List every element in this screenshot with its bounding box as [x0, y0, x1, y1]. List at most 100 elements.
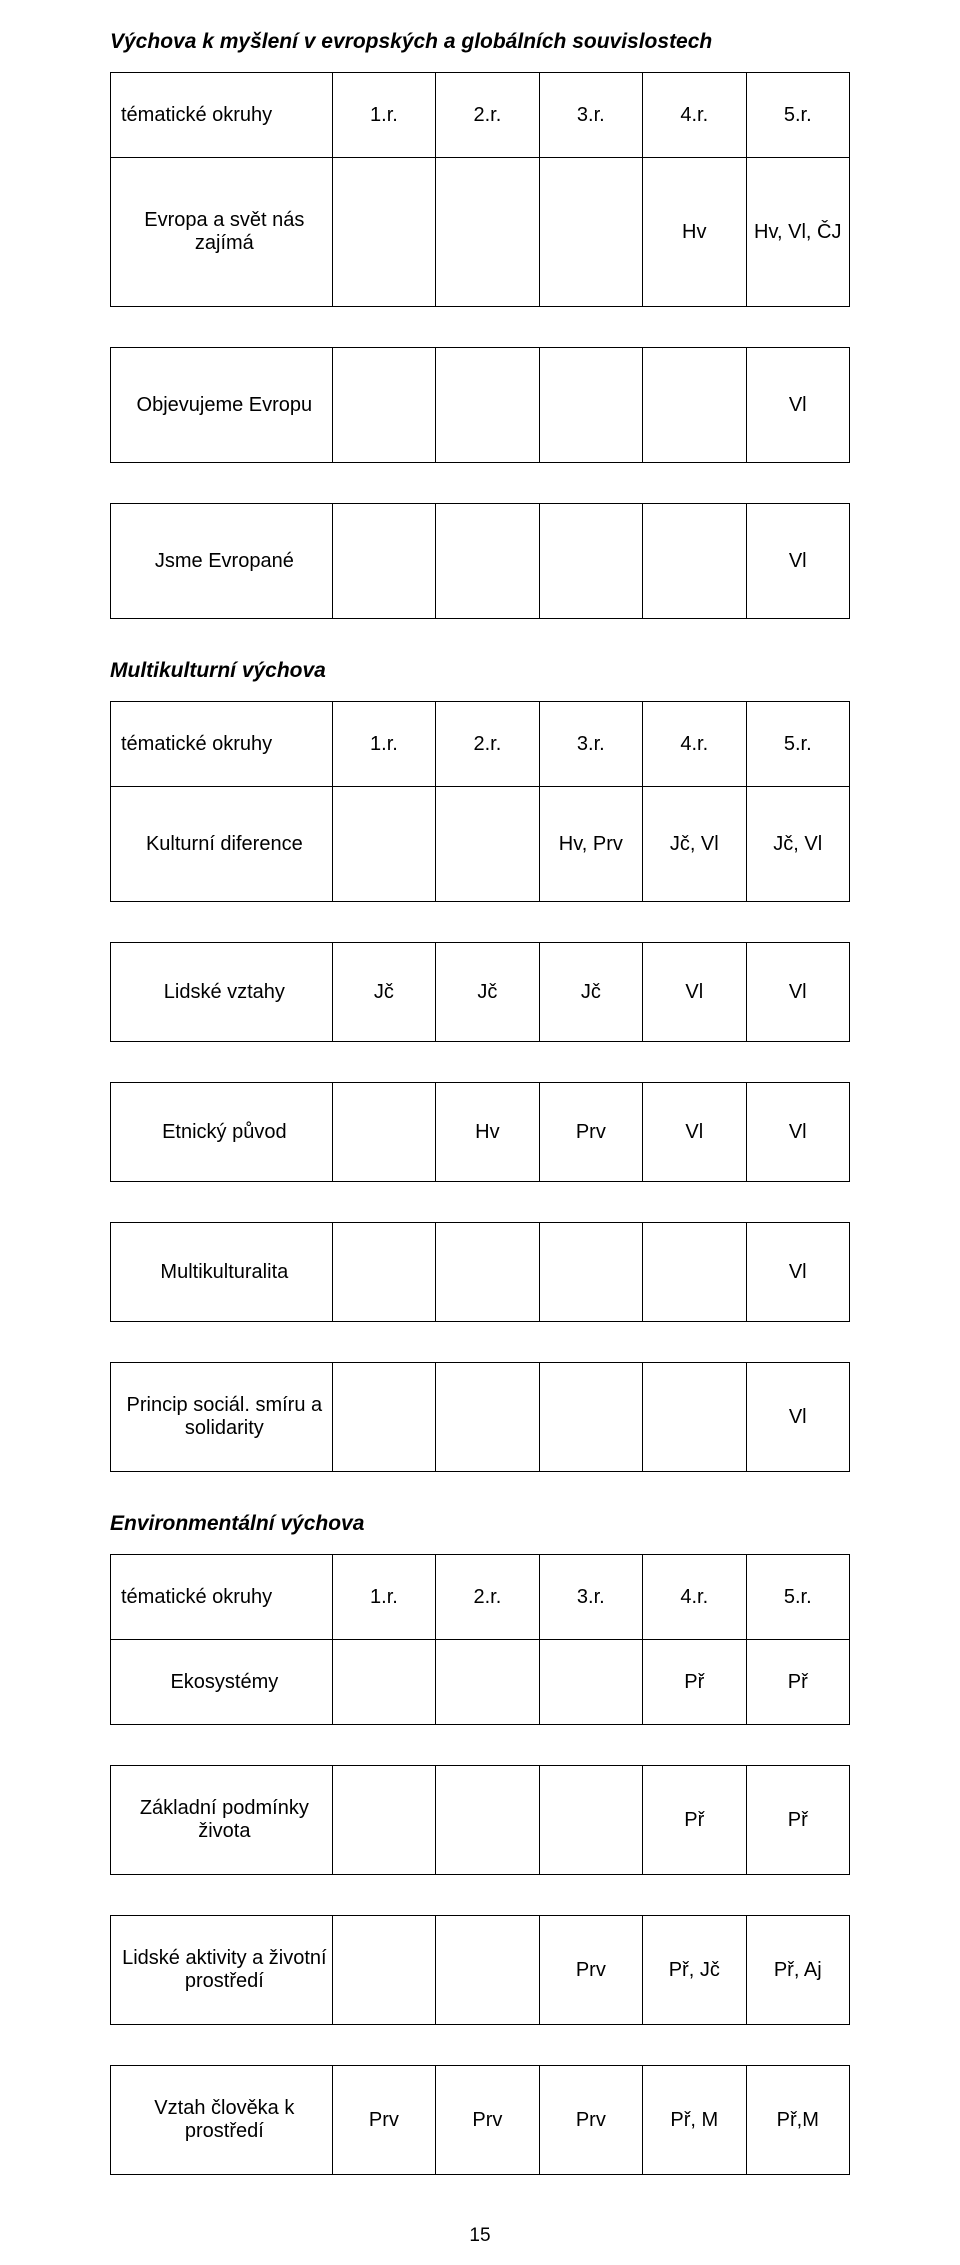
header-col: 2.r. — [436, 73, 539, 158]
data-table: Multikulturalita Vl — [110, 1222, 850, 1322]
data-table: Jsme Evropané Vl — [110, 503, 850, 619]
row-label: Objevujeme Evropu — [111, 348, 333, 463]
row-label-line: Vztah člověka k — [121, 2097, 328, 2120]
data-cell: Vl — [746, 1223, 850, 1322]
data-cell — [436, 1223, 539, 1322]
data-cell: Prv — [539, 1916, 642, 2025]
row-label-line: prostředí — [121, 2120, 328, 2143]
data-cell — [436, 787, 539, 902]
data-cell — [539, 1363, 642, 1472]
row-label-line: Princip sociál. smíru a — [121, 1394, 328, 1417]
row-label-line: Ekosystémy — [121, 1671, 328, 1694]
section-title: Výchova k myšlení v evropských a globáln… — [110, 30, 850, 54]
row-label-line: Etnický původ — [121, 1121, 328, 1144]
header-col: 1.r. — [332, 1555, 435, 1640]
row-label-line: zajímá — [121, 232, 328, 255]
data-cell: Př — [746, 1766, 850, 1875]
data-cell: Př, Jč — [643, 1916, 746, 2025]
header-col: 4.r. — [643, 702, 746, 787]
data-cell: Vl — [746, 1083, 850, 1182]
data-cell — [436, 348, 539, 463]
data-table: tématické okruhy1.r.2.r.3.r.4.r.5.r.Evro… — [110, 72, 850, 307]
data-cell: Jč, Vl — [643, 787, 746, 902]
row-label: Lidské aktivity a životníprostředí — [111, 1916, 333, 2025]
row-label-line: Multikulturalita — [121, 1261, 328, 1284]
data-cell — [436, 1363, 539, 1472]
header-label: tématické okruhy — [111, 73, 333, 158]
header-col: 5.r. — [746, 702, 850, 787]
header-col: 1.r. — [332, 73, 435, 158]
content-area: Výchova k myšlení v evropských a globáln… — [110, 30, 850, 2175]
header-col: 3.r. — [539, 702, 642, 787]
data-cell: Hv — [436, 1083, 539, 1182]
data-cell: Př — [643, 1640, 746, 1725]
data-cell: Př — [643, 1766, 746, 1875]
data-cell: Hv, Vl, ČJ — [746, 158, 850, 307]
data-cell — [436, 504, 539, 619]
header-col: 4.r. — [643, 73, 746, 158]
data-cell: Vl — [643, 943, 746, 1042]
data-cell — [539, 1766, 642, 1875]
row-label-line: Lidské aktivity a životní — [121, 1947, 328, 1970]
data-cell — [332, 1766, 435, 1875]
data-cell — [643, 1363, 746, 1472]
data-cell — [332, 158, 435, 307]
header-col: 3.r. — [539, 1555, 642, 1640]
page: Výchova k myšlení v evropských a globáln… — [0, 0, 960, 2265]
data-cell: Hv, Prv — [539, 787, 642, 902]
row-label: Princip sociál. smíru asolidarity — [111, 1363, 333, 1472]
row-label: Lidské vztahy — [111, 943, 333, 1042]
row-label: Ekosystémy — [111, 1640, 333, 1725]
data-cell: Vl — [746, 504, 850, 619]
header-col: 5.r. — [746, 1555, 850, 1640]
data-cell: Jč — [436, 943, 539, 1042]
data-cell — [436, 1766, 539, 1875]
data-cell — [643, 1223, 746, 1322]
data-cell — [436, 158, 539, 307]
data-cell: Vl — [746, 348, 850, 463]
data-cell — [332, 504, 435, 619]
data-cell: Prv — [539, 1083, 642, 1182]
data-cell: Př, Aj — [746, 1916, 850, 2025]
row-label-line: života — [121, 1820, 328, 1843]
data-table: Vztah člověka kprostředíPrvPrvPrvPř, MPř… — [110, 2065, 850, 2175]
data-table: tématické okruhy1.r.2.r.3.r.4.r.5.r.Ekos… — [110, 1554, 850, 1725]
data-cell: Jč — [539, 943, 642, 1042]
row-label-line: Objevujeme Evropu — [121, 394, 328, 417]
section-title: Environmentální výchova — [110, 1512, 850, 1536]
data-cell: Vl — [643, 1083, 746, 1182]
data-cell — [332, 1916, 435, 2025]
header-col: 5.r. — [746, 73, 850, 158]
row-label-line: Evropa a svět nás — [121, 209, 328, 232]
data-table: Objevujeme Evropu Vl — [110, 347, 850, 463]
data-table: Etnický původHvPrvVlVl — [110, 1082, 850, 1182]
row-label: Evropa a svět nászajímá — [111, 158, 333, 307]
data-cell: Př, M — [643, 2066, 746, 2175]
row-label-line: Lidské vztahy — [121, 981, 328, 1004]
data-cell — [332, 1363, 435, 1472]
data-table: tématické okruhy1.r.2.r.3.r.4.r.5.r.Kult… — [110, 701, 850, 902]
data-cell — [539, 504, 642, 619]
row-label-line: Základní podmínky — [121, 1797, 328, 1820]
row-label: Základní podmínkyživota — [111, 1766, 333, 1875]
row-label: Vztah člověka kprostředí — [111, 2066, 333, 2175]
data-table: Základní podmínkyživota PřPř — [110, 1765, 850, 1875]
data-table: Lidské aktivity a životníprostředíPrvPř,… — [110, 1915, 850, 2025]
data-cell — [332, 1083, 435, 1182]
data-cell — [539, 1223, 642, 1322]
header-col: 2.r. — [436, 702, 539, 787]
row-label-line: Jsme Evropané — [121, 550, 328, 573]
data-table: Princip sociál. smíru asolidarity Vl — [110, 1362, 850, 1472]
data-cell: Vl — [746, 1363, 850, 1472]
data-cell — [539, 348, 642, 463]
data-cell — [436, 1640, 539, 1725]
header-label: tématické okruhy — [111, 702, 333, 787]
data-cell: Hv — [643, 158, 746, 307]
row-label: Jsme Evropané — [111, 504, 333, 619]
data-cell — [643, 504, 746, 619]
row-label: Kulturní diference — [111, 787, 333, 902]
row-label: Multikulturalita — [111, 1223, 333, 1322]
data-cell: Jč — [332, 943, 435, 1042]
data-table: Lidské vztahyJčJčJčVlVl — [110, 942, 850, 1042]
header-col: 4.r. — [643, 1555, 746, 1640]
